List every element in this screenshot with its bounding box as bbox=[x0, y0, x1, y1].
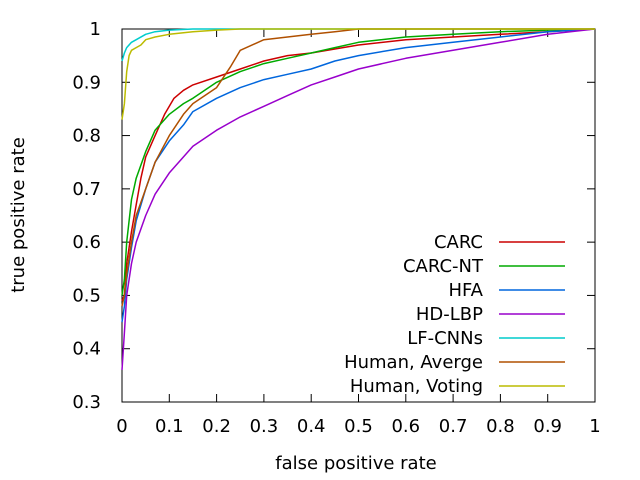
legend-label: LF-CNNs bbox=[407, 328, 483, 349]
axis-ticks: 0 0.1 0.2 0.3 0.4 0.5 0.6 0.7 0.8 0.9 1 0.3 0.4 0.5 0.… bbox=[72, 19, 600, 437]
curve-carc-nt bbox=[121, 28, 596, 296]
legend-label: CARC-NT bbox=[403, 256, 484, 277]
x-tick-label: 0.2 bbox=[202, 416, 231, 437]
y-tick-label: 0.9 bbox=[72, 72, 101, 93]
y-tick-label: 0.7 bbox=[72, 179, 101, 200]
x-tick-label: 0.6 bbox=[391, 416, 420, 437]
legend: CARC CARC-NT HFA HD-LBP LF-CNNs Human, Averge… bbox=[344, 232, 565, 397]
x-tick-label: 0.1 bbox=[155, 416, 184, 437]
roc-curves bbox=[121, 28, 596, 371]
y-tick-label: 0.4 bbox=[72, 339, 101, 360]
x-tick-label: 0.9 bbox=[533, 416, 562, 437]
y-tick-label: 0.8 bbox=[72, 126, 101, 147]
legend-label: HD-LBP bbox=[416, 304, 483, 325]
y-tick-label: 0.6 bbox=[72, 232, 101, 253]
x-tick-label: 0 bbox=[116, 416, 127, 437]
x-tick-label: 0.5 bbox=[344, 416, 373, 437]
legend-label: Human, Averge bbox=[344, 352, 483, 373]
curve-lf-cnns bbox=[121, 28, 595, 62]
curve-human-averge bbox=[121, 28, 595, 307]
y-tick-label: 0.5 bbox=[72, 285, 101, 306]
legend-label: Human, Voting bbox=[350, 376, 483, 397]
x-tick-label: 0.4 bbox=[297, 416, 326, 437]
y-tick-label: 0.3 bbox=[72, 392, 101, 413]
y-tick-label: 1 bbox=[90, 19, 101, 40]
legend-label: CARC bbox=[434, 232, 483, 253]
curve-human-voting bbox=[121, 28, 595, 120]
legend-label: HFA bbox=[448, 280, 483, 301]
x-tick-label: 0.3 bbox=[250, 416, 279, 437]
y-axis-label: true positive rate bbox=[8, 137, 29, 293]
x-tick-label: 1 bbox=[589, 416, 600, 437]
x-tick-label: 0.8 bbox=[486, 416, 515, 437]
x-tick-label: 0.7 bbox=[439, 416, 468, 437]
curve-carc bbox=[121, 28, 596, 302]
curve-hfa bbox=[121, 28, 596, 323]
x-axis-label: false positive rate bbox=[275, 453, 436, 474]
curve-hd-lbp bbox=[121, 28, 596, 371]
